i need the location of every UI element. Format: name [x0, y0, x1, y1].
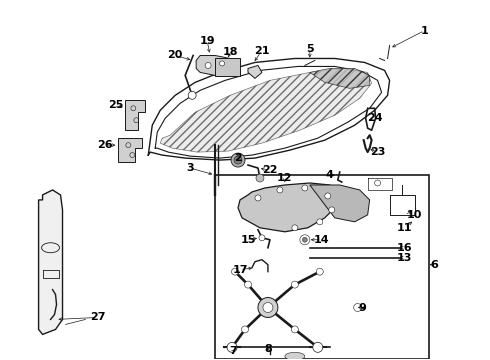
Text: 6: 6 [431, 260, 439, 270]
Text: 22: 22 [262, 165, 278, 175]
Ellipse shape [285, 352, 305, 360]
Text: 9: 9 [359, 302, 367, 312]
Circle shape [234, 156, 242, 164]
Circle shape [263, 302, 273, 312]
Text: 4: 4 [326, 170, 334, 180]
Text: 13: 13 [397, 253, 412, 263]
Text: 27: 27 [90, 312, 105, 323]
Polygon shape [39, 190, 63, 334]
Circle shape [231, 153, 245, 167]
Polygon shape [248, 66, 262, 78]
Text: 12: 12 [277, 173, 293, 183]
Text: 25: 25 [108, 100, 123, 110]
Polygon shape [310, 68, 369, 88]
Circle shape [227, 342, 237, 352]
Circle shape [205, 62, 211, 68]
Text: 16: 16 [397, 243, 413, 253]
Circle shape [255, 195, 261, 201]
Text: 14: 14 [314, 235, 330, 245]
Circle shape [292, 326, 298, 333]
Polygon shape [238, 183, 340, 232]
Text: 3: 3 [186, 163, 194, 173]
Circle shape [259, 235, 265, 241]
Circle shape [329, 207, 335, 213]
Circle shape [245, 281, 251, 288]
Circle shape [232, 268, 239, 275]
Circle shape [300, 235, 310, 245]
Polygon shape [125, 100, 145, 130]
Text: 10: 10 [407, 210, 422, 220]
Circle shape [242, 326, 248, 333]
Bar [215, 175, 429, 359]
Circle shape [354, 303, 362, 311]
Circle shape [325, 193, 331, 199]
Text: 5: 5 [306, 44, 314, 54]
Circle shape [317, 219, 323, 225]
Text: 2: 2 [234, 153, 242, 163]
Circle shape [258, 298, 278, 318]
Circle shape [302, 185, 308, 191]
Text: 17: 17 [232, 265, 248, 275]
Text: 19: 19 [199, 36, 215, 46]
Circle shape [256, 174, 264, 182]
Circle shape [277, 187, 283, 193]
Text: 8: 8 [264, 345, 272, 354]
Circle shape [313, 342, 323, 352]
Text: 7: 7 [229, 346, 237, 356]
Text: 1: 1 [420, 26, 428, 36]
Polygon shape [119, 138, 142, 162]
Polygon shape [215, 58, 240, 76]
Text: 26: 26 [98, 140, 113, 150]
Circle shape [302, 237, 307, 242]
Circle shape [317, 268, 323, 275]
Polygon shape [310, 185, 369, 222]
Text: 20: 20 [168, 50, 183, 60]
Text: 23: 23 [370, 147, 385, 157]
Polygon shape [160, 68, 371, 152]
Polygon shape [196, 55, 240, 75]
Circle shape [292, 281, 298, 288]
Text: 18: 18 [222, 48, 238, 58]
Circle shape [220, 61, 224, 66]
Text: 21: 21 [254, 45, 270, 55]
Text: 24: 24 [367, 113, 382, 123]
Circle shape [292, 225, 298, 231]
Circle shape [188, 91, 196, 99]
Text: 15: 15 [240, 235, 256, 245]
Text: 11: 11 [397, 223, 412, 233]
